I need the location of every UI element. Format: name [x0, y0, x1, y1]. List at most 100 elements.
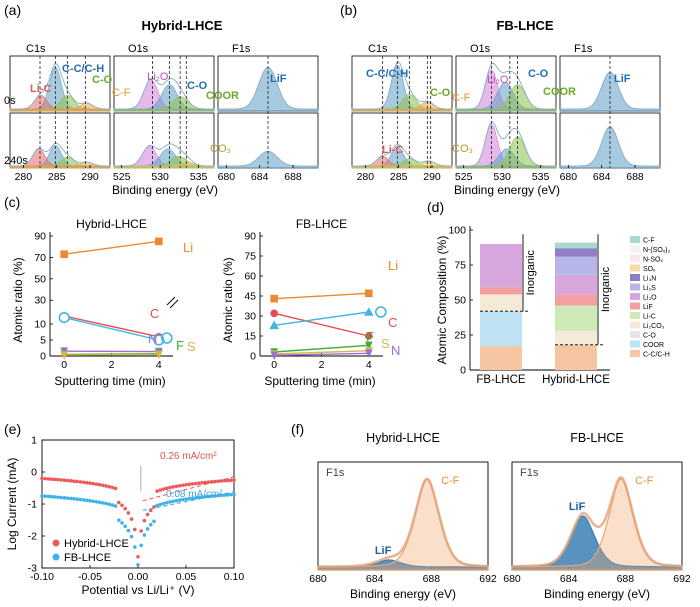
a-spectra-r0-bot-ticklabel-2: 290 — [81, 171, 99, 183]
chart-c1-series-5-point-0 — [270, 351, 278, 361]
chart-d-legend-swatch-6 — [630, 293, 640, 300]
chart-e-series-1-point-36 — [155, 503, 159, 508]
chart-c0-series-1-line — [64, 315, 159, 338]
chart-d-yticklabel-1: 25 — [454, 330, 466, 342]
chart-e-series-1-point-13 — [81, 498, 86, 502]
chart-f0-xlabel: Binding energy (eV) — [350, 587, 456, 601]
chart-c1-xticklabel-1: 2 — [319, 359, 325, 371]
chart-c1-xticklabel-0: 0 — [271, 359, 277, 371]
chart-f1-xticklabel-0: 680 — [503, 573, 521, 585]
chart-f0-envelope — [318, 477, 489, 568]
chart-d-legend-swatch-9 — [630, 321, 640, 329]
chart-e-series-1-point-28 — [129, 534, 134, 539]
chart-e-series-1-point-16 — [91, 499, 95, 504]
chart-c1-ylabel: Atomic ratio (%) — [221, 257, 235, 342]
chart-e-series-0-point-46 — [187, 482, 191, 487]
chart-f0-xticklabel-1: 684 — [366, 573, 384, 585]
label-b-co2: C-O — [528, 68, 549, 80]
chart-c0-series-5-point-1 — [155, 350, 163, 360]
label-b-lic: Li-C — [382, 144, 403, 156]
chart-d-legend-label-7: LiF — [643, 304, 653, 311]
panel-c-letter: (c) — [4, 194, 20, 210]
chart-e-series-1-point-24 — [117, 518, 121, 522]
chart-c1-series-O-endmark — [375, 306, 387, 318]
chart-e-series-0-point-10 — [72, 479, 76, 483]
chart-c0-ylabel: Atomic ratio (%) — [11, 257, 25, 342]
b-spectra-r1-top-envelope — [456, 62, 556, 110]
chart-f1-label-CF: C-F — [635, 475, 654, 487]
chart-c0-series-5-line — [64, 353, 159, 356]
chart-e-series-1-point-21 — [107, 502, 111, 507]
chart-e-series-1-point-26 — [123, 524, 127, 529]
a-spectra-r0-bot-envelope — [10, 142, 110, 167]
chart-e-yticklabel-2: -1 — [28, 499, 37, 511]
chart-c1-series-2-line — [274, 311, 369, 327]
chart-e-series-0-point-0 — [40, 476, 44, 481]
chart-e-yticklabel-4: 1 — [31, 435, 37, 447]
chart-c1-series-1-line — [274, 312, 369, 337]
label-b-cf: C-F — [452, 92, 471, 104]
chart-d-legend-label-11: COOR — [643, 342, 664, 349]
chart-d-bar-1-seg-4 — [555, 305, 597, 331]
chart-e-series-0-point-40 — [168, 485, 172, 490]
a-spectra-r0-bot-ticklabel-0: 280 — [15, 171, 33, 183]
chart-e-series-1-point-11 — [75, 497, 79, 501]
chart-e-series-0-point-35 — [152, 505, 156, 509]
a-spectra-r2-bot-ticklabel-2: 688 — [284, 171, 302, 183]
chart-e-series-0-point-32 — [142, 518, 147, 523]
chart-d-legend-label-6: Li₂O — [643, 295, 657, 302]
chart-c1-yticklabel-3: 45 — [244, 291, 256, 303]
chart-e-series-0-point-42 — [174, 484, 179, 489]
chart-c0-break-2 — [169, 299, 179, 309]
chart-e-series-1-point-29 — [133, 545, 137, 549]
chart-d-bar-0-seg-3 — [480, 294, 522, 312]
chart-d-yticklabel-0: 0 — [460, 365, 466, 377]
chart-e-tangent-fb — [142, 491, 235, 511]
chart-e-series-0-point-52 — [206, 480, 211, 484]
chart-e-series-1-point-20 — [104, 501, 108, 506]
chart-c0-xticklabel-0: 0 — [61, 359, 67, 371]
chart-d-legend-swatch-12 — [630, 350, 640, 357]
chart-e-series-0-point-20 — [104, 484, 108, 488]
chart-f1-envelope — [512, 475, 682, 568]
chart-c0-series-label-Li: Li — [183, 240, 193, 255]
chart-e-series-0-point-49 — [197, 481, 201, 485]
chart-e-series-1-point-39 — [165, 500, 169, 505]
chart-d-legend-label-2: N-SOₓ — [643, 257, 664, 264]
chart-c0-xticklabel-2: 4 — [156, 359, 162, 371]
a-spectra-r2-bot-ticklabel-1: 684 — [251, 171, 269, 183]
panel-b-region-o1s: O1s — [470, 43, 491, 55]
chart-d-legend-label-12: C-C/C-H — [643, 352, 670, 359]
chart-d-legend-label-1: N-(SOₓ)₂ — [643, 247, 670, 254]
chart-d-yticklabel-4: 100 — [448, 225, 466, 237]
chart-f0-region: F1s — [326, 467, 345, 479]
chart-d-ylabel: Atomic Composition (%) — [435, 236, 449, 365]
label-a-co2: C-O — [187, 80, 208, 92]
b-spectra-r2-bot-ticklabel-0: 680 — [560, 171, 578, 183]
chart-e-series-1-point-40 — [168, 500, 172, 504]
chart-c1-yticklabel-4: 60 — [244, 271, 256, 283]
a-spectra-r1-bot-ticklabel-0: 525 — [113, 171, 131, 183]
chart-d-legend-swatch-2 — [630, 255, 640, 262]
chart-e-series-1-point-30 — [136, 563, 140, 567]
chart-e-series-1-point-19 — [101, 501, 105, 505]
chart-f1-xticklabel-2: 688 — [617, 573, 635, 585]
label-b-co3: CO₃ — [452, 143, 473, 155]
b-spectra-r0-bot-ticklabel-2: 290 — [423, 171, 441, 183]
chart-e-series-0-point-13 — [81, 480, 86, 485]
chart-c1-yticklabel-0: 0 — [250, 351, 256, 363]
chart-e-series-0-point-29 — [133, 527, 137, 532]
chart-e-series-1-point-34 — [149, 522, 153, 527]
chart-e-series-0-point-14 — [85, 480, 89, 485]
label-a-cc: C-C/C-H — [62, 63, 104, 75]
chart-e-series-0-point-60 — [232, 478, 236, 482]
b-spectra-r0-top-envelope — [352, 61, 452, 110]
chart-e-series-0-point-16 — [91, 481, 95, 486]
chart-e-series-1-point-44 — [181, 497, 185, 502]
chart-c0-series-label-C: C — [150, 306, 159, 321]
chart-e-series-0-point-43 — [177, 483, 182, 488]
chart-e-yticklabel-3: 0 — [31, 467, 37, 479]
chart-d-legend-swatch-10 — [630, 331, 640, 338]
label-b-li2o: Li₂O — [487, 74, 509, 86]
label-a-cf: C-F — [112, 87, 131, 99]
